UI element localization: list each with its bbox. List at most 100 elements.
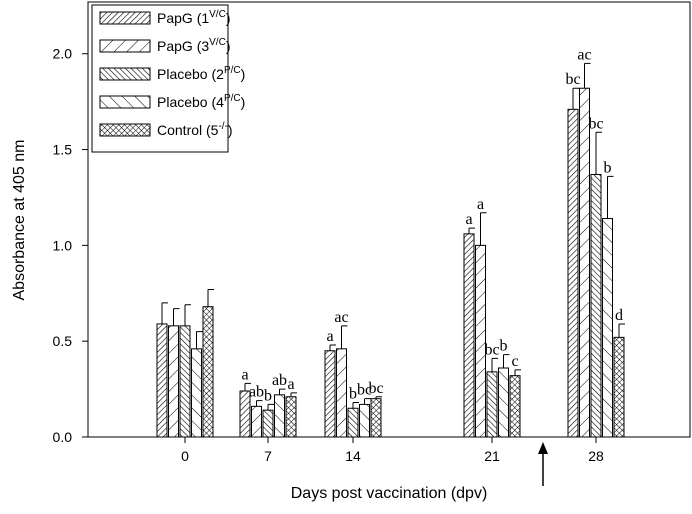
legend-swatch xyxy=(99,123,151,137)
bar xyxy=(509,375,521,438)
bar xyxy=(168,325,179,438)
bar xyxy=(579,87,590,438)
x-tick-label: 14 xyxy=(345,448,361,464)
legend-label-main: PapG (3 xyxy=(157,38,209,54)
error-bar xyxy=(173,308,180,326)
significance-letter: ac xyxy=(577,46,591,63)
error-bar xyxy=(584,62,591,89)
x-tick-label: 21 xyxy=(484,448,500,464)
legend-label-sup: -/- xyxy=(218,121,227,132)
bar xyxy=(274,394,285,438)
legend-label-sup: V/C xyxy=(209,9,226,20)
bar xyxy=(498,367,509,438)
bar xyxy=(156,323,168,438)
y-tick-label: 1.0 xyxy=(53,237,73,253)
significance-letter: bc xyxy=(565,71,580,88)
error-bar xyxy=(491,357,498,372)
x-tick-label: 28 xyxy=(588,448,604,464)
legend-label-tail: ) xyxy=(226,38,231,54)
error-bar xyxy=(341,325,348,349)
significance-letter: ab xyxy=(272,372,287,389)
error-bar xyxy=(279,388,286,395)
error-bar xyxy=(618,323,625,338)
significance-letter: bc xyxy=(368,380,383,397)
plot-frame xyxy=(87,1,691,438)
legend-label-main: PapG (1 xyxy=(157,10,209,26)
error-bar xyxy=(207,288,214,307)
y-tick-label: 0.5 xyxy=(53,333,73,349)
significance-letter: b xyxy=(500,338,508,355)
bar xyxy=(486,371,498,438)
legend-label: Control (5-/-) xyxy=(157,121,233,138)
bar xyxy=(179,325,191,438)
bar xyxy=(262,409,274,438)
legend-swatch xyxy=(99,11,151,25)
bar xyxy=(370,398,382,438)
error-bar xyxy=(503,354,510,369)
significance-letter: a xyxy=(241,366,248,383)
error-bar xyxy=(375,396,382,399)
legend-label: Placebo (2P/C) xyxy=(157,65,245,82)
significance-letter: c xyxy=(511,353,518,370)
error-bar xyxy=(352,402,359,409)
legend-label-tail: ) xyxy=(228,122,233,138)
significance-letter: a xyxy=(326,328,333,345)
bar xyxy=(463,233,475,438)
significance-letter: a xyxy=(465,211,472,228)
error-bar xyxy=(364,398,371,405)
y-tick-label: 0.0 xyxy=(53,429,73,445)
legend-swatch xyxy=(99,67,151,81)
legend-label: PapG (3V/C) xyxy=(157,37,230,54)
error-bar xyxy=(514,369,521,376)
bar xyxy=(347,407,359,438)
error-bar xyxy=(480,212,487,246)
bar xyxy=(602,218,613,438)
legend-swatch xyxy=(99,95,151,109)
error-bar xyxy=(572,87,579,110)
significance-letter: bc xyxy=(484,341,499,358)
legend-label-tail: ) xyxy=(241,66,246,82)
significance-letter: a xyxy=(477,196,484,213)
bar xyxy=(251,405,262,438)
error-bar xyxy=(256,400,263,407)
y-tick-label: 2.0 xyxy=(53,46,73,62)
legend-label-sup: V/C xyxy=(209,37,226,48)
x-tick-label: 7 xyxy=(264,448,272,464)
bar xyxy=(202,306,214,438)
bar xyxy=(324,350,336,438)
arrow xyxy=(538,442,548,486)
error-bar xyxy=(329,344,336,351)
x-axis-label: Days post vaccination (dpv) xyxy=(291,485,488,502)
bar xyxy=(285,396,297,438)
legend-label-main: Control (5 xyxy=(157,122,219,138)
error-bar xyxy=(468,227,475,234)
legend-label-main: Placebo (4 xyxy=(157,94,224,110)
significance-letter: ac xyxy=(334,309,348,326)
legend-swatch xyxy=(99,39,151,53)
legend-label-main: Placebo (2 xyxy=(157,66,224,82)
error-bar xyxy=(607,175,614,219)
y-tick-label: 1.5 xyxy=(53,142,73,158)
legend-label-tail: ) xyxy=(241,94,246,110)
significance-letter: bc xyxy=(588,115,603,132)
error-bar xyxy=(290,392,297,397)
legend-label-sup: P/C xyxy=(224,93,241,104)
bar xyxy=(336,348,347,438)
error-bar xyxy=(184,304,191,326)
legend-label-tail: ) xyxy=(226,10,231,26)
bar xyxy=(567,108,579,438)
legend-label: PapG (1V/C) xyxy=(157,9,230,26)
significance-letter: bc xyxy=(357,382,372,399)
significance-letter: b xyxy=(264,387,272,404)
significance-letter: a xyxy=(287,376,294,393)
significance-letter: b xyxy=(349,386,357,403)
error-bar xyxy=(267,403,274,411)
error-bar xyxy=(595,131,602,175)
legend-label-sup: P/C xyxy=(224,65,241,76)
bar xyxy=(359,403,370,438)
significance-letter: b xyxy=(604,159,612,176)
bar xyxy=(191,348,202,438)
error-bar xyxy=(161,302,168,324)
x-tick-label: 0 xyxy=(181,448,189,464)
